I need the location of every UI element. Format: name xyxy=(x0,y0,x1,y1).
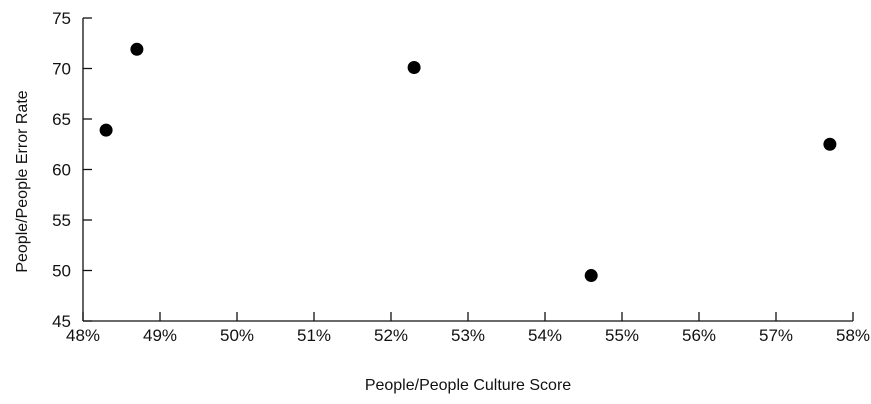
x-ticks: 48% 49% 50% 51% 52% 53% 54% 55% 56% 57% 58% xyxy=(66,312,870,345)
x-tick-label: 55% xyxy=(605,326,639,345)
x-tick-label: 58% xyxy=(836,326,870,345)
x-tick-label: 51% xyxy=(297,326,331,345)
x-tick-label: 57% xyxy=(759,326,793,345)
y-tick-label: 45 xyxy=(52,312,71,331)
data-point xyxy=(584,269,598,283)
y-tick-label: 50 xyxy=(52,262,71,281)
x-tick-label: 49% xyxy=(143,326,177,345)
y-tick-label: 75 xyxy=(52,9,71,28)
data-points xyxy=(99,42,837,283)
x-tick-label: 56% xyxy=(682,326,716,345)
y-tick-label: 55 xyxy=(52,211,71,230)
data-point xyxy=(130,42,144,56)
y-axis-title: People/People Error Rate xyxy=(14,90,31,272)
x-tick-label: 50% xyxy=(220,326,254,345)
y-tick-label: 65 xyxy=(52,110,71,129)
axes xyxy=(82,18,853,322)
x-tick-label: 52% xyxy=(374,326,408,345)
data-point xyxy=(99,123,113,137)
data-point xyxy=(407,60,421,74)
y-tick-label: 70 xyxy=(52,60,71,79)
x-tick-label: 53% xyxy=(451,326,485,345)
x-axis-title: People/People Culture Score xyxy=(365,377,571,394)
y-ticks: 45 50 55 60 65 70 75 xyxy=(52,9,92,331)
y-tick-label: 60 xyxy=(52,161,71,180)
data-point xyxy=(823,137,837,151)
x-tick-label: 48% xyxy=(66,326,100,345)
x-tick-label: 54% xyxy=(528,326,562,345)
